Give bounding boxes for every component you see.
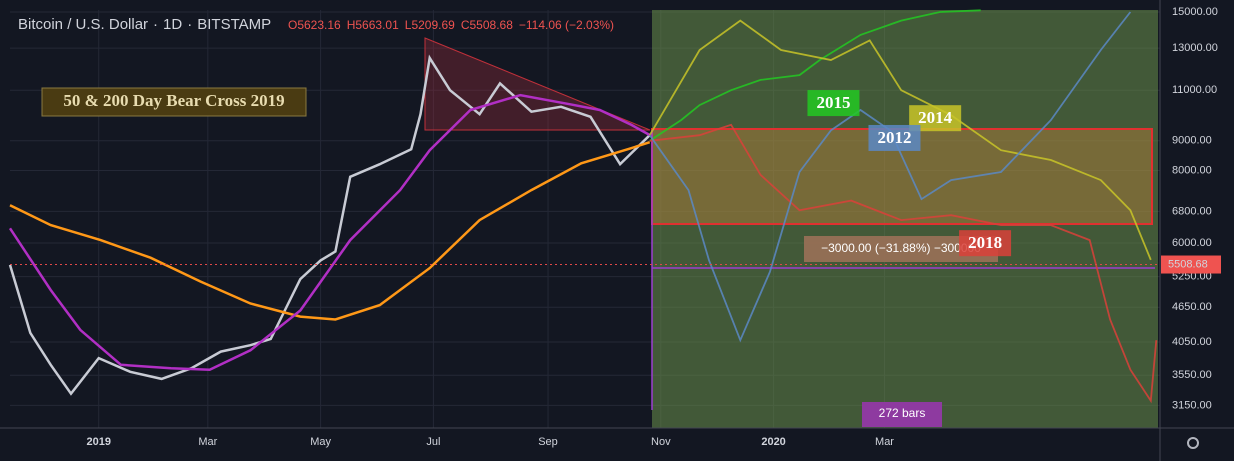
x-tick-label: 2020 [761, 436, 785, 448]
symbol: Bitcoin / U.S. Dollar [18, 16, 148, 33]
x-tick-label: Nov [651, 436, 671, 448]
y-tick-label: 5250.00 [1172, 271, 1212, 283]
series-line [649, 9, 981, 142]
y-tick-label: 4050.00 [1172, 336, 1212, 348]
series-label-box [807, 90, 860, 117]
x-tick-label: May [310, 436, 331, 448]
series-line [9, 141, 651, 321]
series-line [648, 19, 1152, 261]
last-price-tag [1161, 255, 1221, 274]
y-tick-label: 8000.00 [1172, 164, 1212, 176]
y-tick-label: 6000.00 [1172, 237, 1212, 249]
close: C5508.68 [461, 18, 513, 32]
change: −114.06 (−2.03%) [519, 18, 614, 32]
series-label: 2014 [918, 108, 953, 127]
axis-labels: 3150.00 3550.00 4050.00 4650.00 5250.00 6000.… [87, 6, 1221, 448]
open: O5623.16 [288, 18, 341, 32]
series-line [8, 54, 651, 396]
sep: · [153, 16, 158, 33]
high: H5663.01 [347, 18, 399, 32]
series-label: 2015 [816, 93, 850, 112]
interval: 1D [163, 16, 182, 33]
x-tick-label: Sep [538, 436, 558, 448]
exchange: BITSTAMP [197, 16, 271, 33]
x-tick-label: 2019 [87, 436, 111, 448]
series-line [649, 123, 1158, 404]
series-label-box [868, 124, 921, 151]
y-tick-label: 6800.00 [1172, 205, 1212, 217]
last-price-label: 5508.68 [1168, 258, 1208, 270]
ohlc: O5623.16 H5663.01 L5209.69 C5508.68 −114.06 … [288, 18, 614, 32]
y-tick-label: 15000.00 [1172, 6, 1218, 18]
annotation: 50 & 200 Day Bear Cross 2019 [63, 91, 284, 110]
series-label: 2012 [877, 128, 911, 147]
series-labels: 2015 2014 2018 2012 [807, 90, 1012, 257]
series-label-box [959, 230, 1012, 257]
bars-box [862, 402, 942, 427]
y-tick-label: 3550.00 [1172, 369, 1212, 381]
x-tick-label: Mar [198, 436, 217, 448]
y-tick-label: 11000.00 [1172, 84, 1217, 96]
y-tick-label: 4650.00 [1172, 301, 1212, 313]
measure-label: −3000.00 (−31.88%) −300000 [821, 241, 981, 255]
price-axis [1160, 0, 1234, 461]
y-tick-label: 9000.00 [1172, 135, 1212, 147]
header: Bitcoin / U.S. Dollar · 1D · BITSTAMP [18, 16, 271, 33]
y-tick-label: 3150.00 [1172, 399, 1212, 411]
annotation-box [41, 87, 307, 117]
series-label: 2018 [968, 233, 1002, 252]
y-tick-label: 13000.00 [1172, 42, 1218, 54]
series-layer [8, 9, 1158, 404]
series-line [648, 11, 1132, 343]
sep: · [187, 16, 192, 33]
x-tick-label: Mar [875, 436, 894, 448]
low: L5209.69 [405, 18, 455, 32]
series-line [8, 93, 651, 371]
time-axis [0, 428, 1234, 461]
bars-label: 272 bars [879, 406, 926, 420]
settings-icon[interactable] [1187, 437, 1199, 449]
x-tick-label: Jul [426, 436, 440, 448]
